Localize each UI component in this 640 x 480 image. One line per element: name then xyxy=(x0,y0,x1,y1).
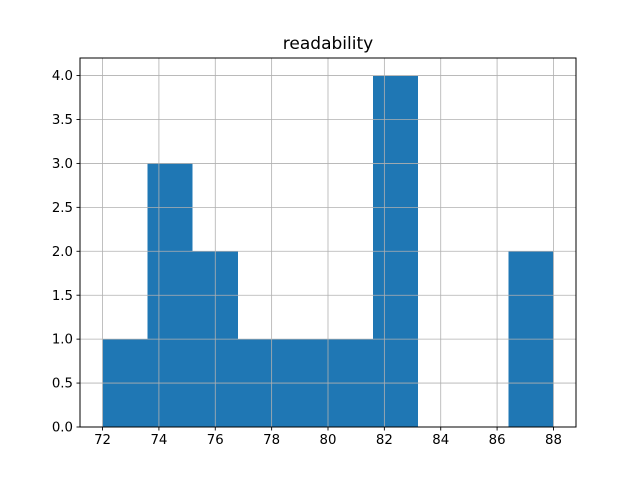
y-tick-label: 0.5 xyxy=(52,377,73,392)
x-tick-label: 76 xyxy=(207,433,224,448)
x-tick-label: 80 xyxy=(320,433,337,448)
y-tick-label: 4.0 xyxy=(52,69,73,84)
x-tick-label: 84 xyxy=(432,433,449,448)
plot-layers: 72 74 76 78 80 82 84 86 88 0.0 0.5 1.0 1.5 2.0 2.5 3.0 3… xyxy=(52,57,577,448)
y-tick-label: 3.0 xyxy=(52,157,73,172)
y-tick-label: 1.0 xyxy=(52,333,73,348)
y-tick-label: 0.0 xyxy=(52,421,73,436)
x-tick-label: 86 xyxy=(489,433,506,448)
x-tick-label: 78 xyxy=(263,433,280,448)
x-tick-label: 88 xyxy=(545,433,562,448)
y-tick-label: 2.0 xyxy=(52,245,73,260)
x-tick-label: 82 xyxy=(376,433,393,448)
x-tick-label: 72 xyxy=(94,433,111,448)
y-tick-label: 3.5 xyxy=(52,113,73,128)
y-tick-label: 1.5 xyxy=(52,289,73,304)
y-tick-label: 2.5 xyxy=(52,201,73,216)
x-tick-label: 74 xyxy=(150,433,167,448)
chart-title: readability xyxy=(283,34,373,54)
